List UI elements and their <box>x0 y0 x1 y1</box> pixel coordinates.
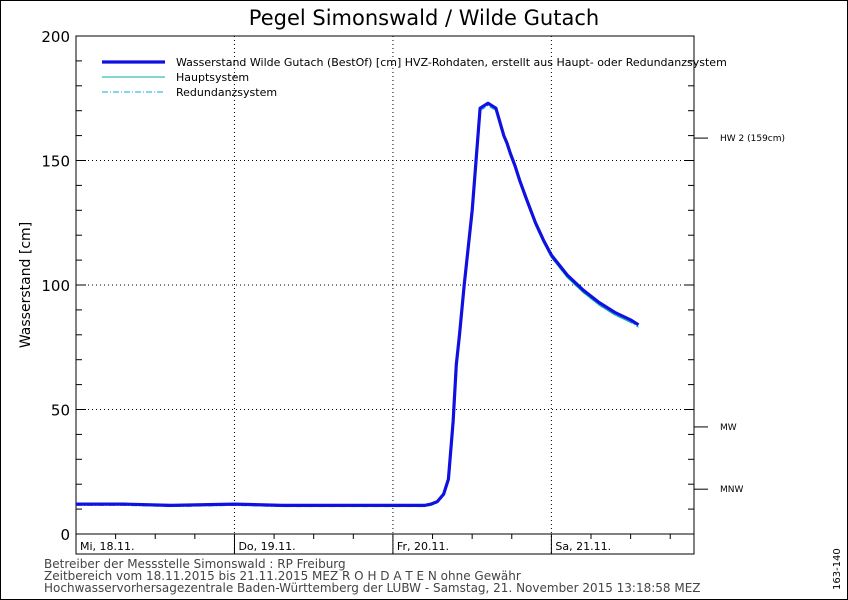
plot-area <box>75 35 695 555</box>
y-axis: 0 50 100 150 200 <box>41 28 694 544</box>
legend-label: Hauptsystem <box>176 71 249 84</box>
reference-levels: HW 2 (159cm) MW MNW <box>694 134 785 495</box>
series-group <box>76 101 640 508</box>
reference-level-label: MW <box>720 423 737 433</box>
y-axis-label: Wasserstand [cm] <box>18 222 34 348</box>
x-tick-label: Fr, 20.11. <box>397 540 449 553</box>
series-line <box>76 101 640 507</box>
reference-level-label: HW 2 (159cm) <box>720 134 785 144</box>
y-tick-label: 100 <box>41 277 70 295</box>
legend: Wasserstand Wilde Gutach (BestOf) [cm] H… <box>102 56 727 99</box>
y-tick-label: 150 <box>41 153 70 171</box>
x-axis: Mi, 18.11. Do, 19.11. Fr, 20.11. Sa, 21.11. <box>75 534 671 554</box>
x-tick-label: Sa, 21.11. <box>555 540 611 553</box>
legend-label: Redundanzsystem <box>176 86 277 99</box>
y-tick-label: 50 <box>51 402 70 420</box>
y-tick-label: 0 <box>60 526 70 544</box>
side-id: 163-140 <box>832 548 843 590</box>
footer-line-3: Hochwasservorhersagezentrale Baden-Württ… <box>44 581 701 595</box>
series-line <box>76 105 639 508</box>
y-tick-label: 200 <box>41 28 70 46</box>
reference-level-label: MNW <box>720 485 743 495</box>
x-tick-label: Mi, 18.11. <box>80 540 135 553</box>
series-line <box>76 102 639 506</box>
footer-line-2: Zeitbereich vom 18.11.2015 bis 21.11.201… <box>44 569 521 583</box>
footer-line-1: Betreiber der Messstelle Simonswald : RP… <box>44 557 346 571</box>
chart-title: Pegel Simonswald / Wilde Gutach <box>249 6 599 30</box>
grid <box>76 36 694 554</box>
legend-label: Wasserstand Wilde Gutach (BestOf) [cm] H… <box>176 56 727 69</box>
x-tick-label: Do, 19.11. <box>238 540 295 553</box>
